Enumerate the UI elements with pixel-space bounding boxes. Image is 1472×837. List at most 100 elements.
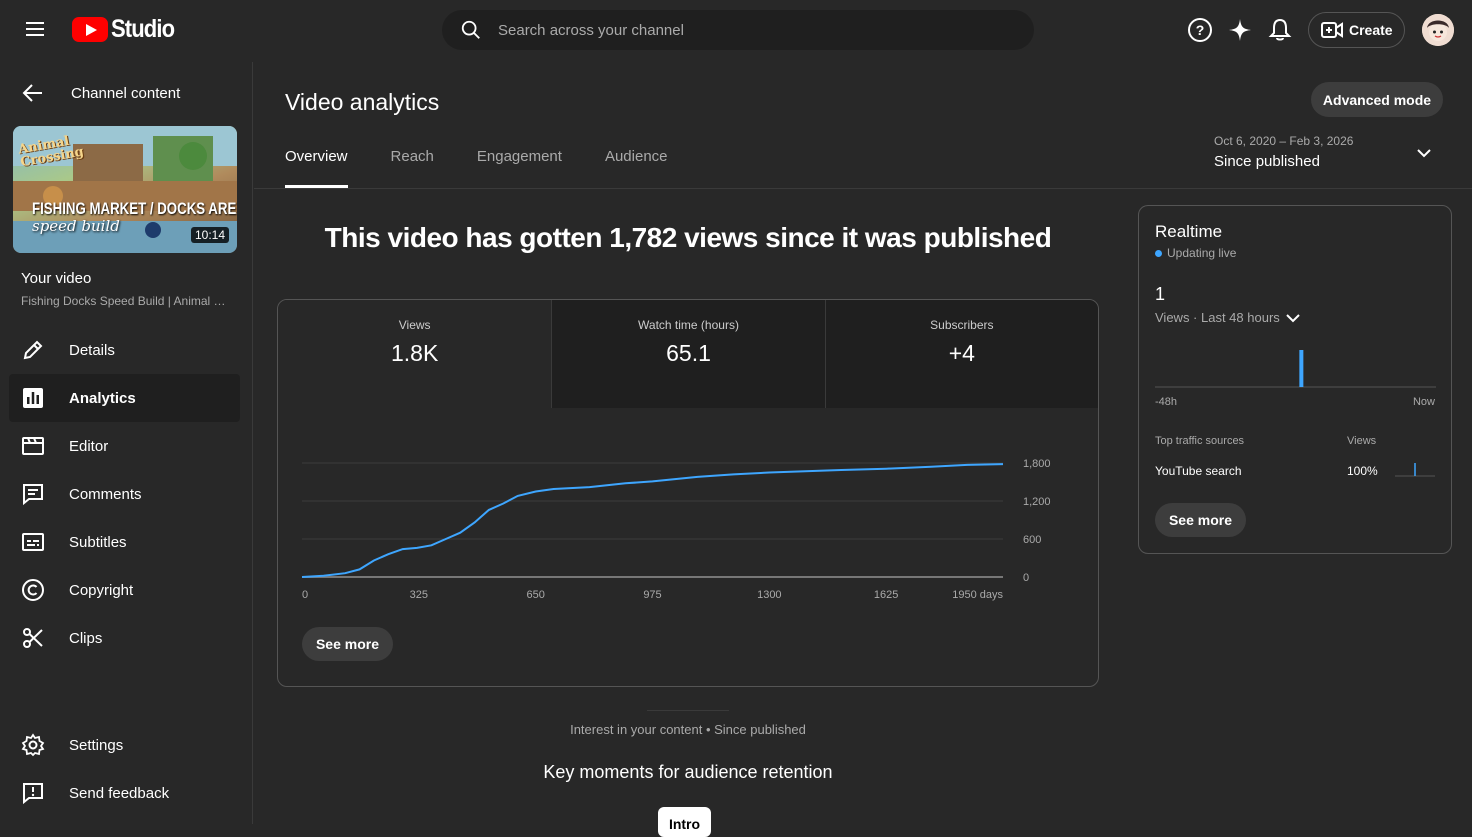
menu-icon[interactable] [22, 18, 48, 44]
date-range-picker[interactable]: Oct 6, 2020 – Feb 3, 2026 Since publishe… [1214, 134, 1444, 174]
sidebar: Channel content Animal Crossing FISHING M… [0, 62, 253, 824]
tab-audience[interactable]: Audience [604, 148, 668, 165]
chevron-down-icon [1417, 149, 1431, 158]
sidebar-item-copyright[interactable]: Copyright [9, 566, 240, 614]
sidebar-item-clips[interactable]: Clips [9, 614, 240, 662]
date-range-dates: Oct 6, 2020 – Feb 3, 2026 [1214, 134, 1354, 148]
search-input[interactable] [498, 21, 998, 39]
realtime-title: Realtime [1155, 222, 1223, 241]
traffic-sparkline [1395, 463, 1435, 477]
analytics-icon [23, 388, 43, 408]
realtime-value: 1 [1155, 284, 1166, 304]
sidebar-item-label: Subtitles [69, 533, 127, 551]
sidebar-item-send-feedback[interactable]: Send feedback [9, 769, 240, 817]
sidebar-item-subtitles[interactable]: Subtitles [9, 518, 240, 566]
analytics-tabs: Overview Reach Engagement Audience [285, 148, 711, 188]
realtime-axis-start: -48h [1155, 396, 1178, 408]
search-bar[interactable] [442, 10, 1034, 50]
x-tick-label: 1625 [874, 589, 898, 601]
views-series-line [301, 463, 1004, 578]
sidebar-item-details[interactable]: Details [9, 326, 240, 374]
feedback-icon [23, 783, 43, 805]
back-to-channel-content[interactable]: Channel content [22, 82, 180, 104]
bell-icon[interactable] [1267, 17, 1293, 43]
views-line-chart[interactable]: 1,800 1,200 600 0 0 325 650 975 1300 1625 1950 day… [278, 408, 1098, 608]
gear-icon [21, 733, 45, 757]
realtime-axis-end: Now [1412, 396, 1435, 408]
tab-reach[interactable]: Reach [390, 148, 434, 165]
intro-chip[interactable]: Intro [658, 807, 711, 837]
metric-watch-time[interactable]: Watch time (hours) 65.1 [551, 300, 825, 408]
sidebar-item-label: Send feedback [69, 784, 170, 802]
tab-engagement[interactable]: Engagement [476, 148, 562, 165]
realtime-see-more-button[interactable]: See more [1155, 503, 1246, 537]
sidebar-item-label: Comments [69, 485, 142, 503]
create-button[interactable]: Create [1308, 12, 1405, 48]
date-range-period: Since published [1214, 153, 1320, 170]
sparkle-icon[interactable] [1227, 17, 1253, 43]
sidebar-item-editor[interactable]: Editor [9, 422, 240, 470]
views-headline: This video has gotten 1,782 views since … [324, 222, 1052, 253]
metric-subscribers[interactable]: Subscribers +4 [824, 300, 1098, 408]
svg-text:?: ? [1196, 22, 1205, 38]
x-tick-label: 1950 days [952, 589, 1003, 601]
tab-overview[interactable]: Overview [285, 148, 348, 188]
traffic-views-header: Views [1347, 435, 1377, 447]
sidebar-item-label: Analytics [69, 389, 136, 407]
see-more-button[interactable]: See more [302, 627, 393, 661]
sidebar-item-label: Editor [69, 437, 109, 455]
x-tick-label: 1300 [757, 589, 781, 601]
sidebar-item-comments[interactable]: Comments [9, 470, 240, 518]
youtube-logo-icon [72, 16, 108, 42]
metric-label: Subscribers [930, 318, 994, 332]
pencil-icon [23, 340, 43, 360]
create-label: Create [1349, 22, 1393, 38]
y-tick-label: 1,800 [1023, 458, 1051, 470]
section-divider [647, 710, 729, 711]
y-tick-label: 1,200 [1023, 496, 1051, 508]
chevron-down-icon [1286, 313, 1300, 322]
tab-divider [254, 188, 1472, 189]
sidebar-item-label: Details [69, 341, 115, 359]
sidebar-item-label: Copyright [69, 581, 134, 599]
y-tick-label: 600 [1023, 534, 1041, 546]
traffic-source-name: YouTube search [1155, 464, 1242, 478]
y-tick-label: 0 [1023, 572, 1029, 584]
help-icon[interactable]: ? [1187, 17, 1213, 43]
studio-logo[interactable]: Studio [72, 14, 183, 44]
advanced-mode-button[interactable]: Advanced mode [1311, 82, 1443, 117]
sidebar-item-analytics[interactable]: Analytics [9, 374, 240, 422]
video-thumbnail[interactable]: Animal Crossing FISHING MARKET / DOCKS AR… [13, 126, 237, 253]
traffic-source-percent: 100% [1347, 464, 1378, 478]
traffic-sources-header: Top traffic sources [1155, 435, 1245, 447]
your-video-label: Your video [21, 270, 92, 287]
sidebar-item-settings[interactable]: Settings [9, 721, 240, 769]
thumbnail-scene [13, 126, 237, 253]
sidebar-item-label: Clips [69, 629, 103, 647]
top-header: Studio ? Create [0, 0, 1472, 62]
subtitles-icon [22, 533, 44, 551]
scissors-icon [23, 628, 43, 648]
avatar[interactable] [1422, 14, 1454, 46]
overview-chart-card: Views 1.8K Watch time (hours) 65.1 Subsc… [277, 299, 1099, 687]
metric-label: Watch time (hours) [638, 318, 739, 332]
x-tick-label: 975 [643, 589, 661, 601]
comments-icon [23, 484, 43, 506]
realtime-card: Realtime Updating live 1 Views · Last 48… [1138, 205, 1452, 554]
x-tick-label: 650 [526, 589, 544, 601]
interest-caption: Interest in your content • Since publish… [570, 722, 806, 737]
realtime-period-label: Views · Last 48 hours [1155, 310, 1280, 325]
clapperboard-icon [22, 437, 44, 455]
back-arrow-icon [22, 84, 42, 102]
live-label: Updating live [1167, 246, 1237, 260]
search-icon[interactable] [460, 19, 482, 41]
metric-views[interactable]: Views 1.8K [278, 300, 552, 408]
metric-label: Views [398, 318, 431, 332]
realtime-period-dropdown[interactable]: Views · Last 48 hours [1155, 310, 1301, 325]
video-duration: 10:14 [190, 227, 229, 243]
key-moments-title: Key moments for audience retention [543, 762, 833, 782]
page-title: Video analytics [285, 89, 440, 115]
metric-tabs: Views 1.8K Watch time (hours) 65.1 Subsc… [278, 300, 1098, 408]
logo-text: Studio [111, 14, 175, 43]
metric-value: +4 [948, 340, 975, 366]
